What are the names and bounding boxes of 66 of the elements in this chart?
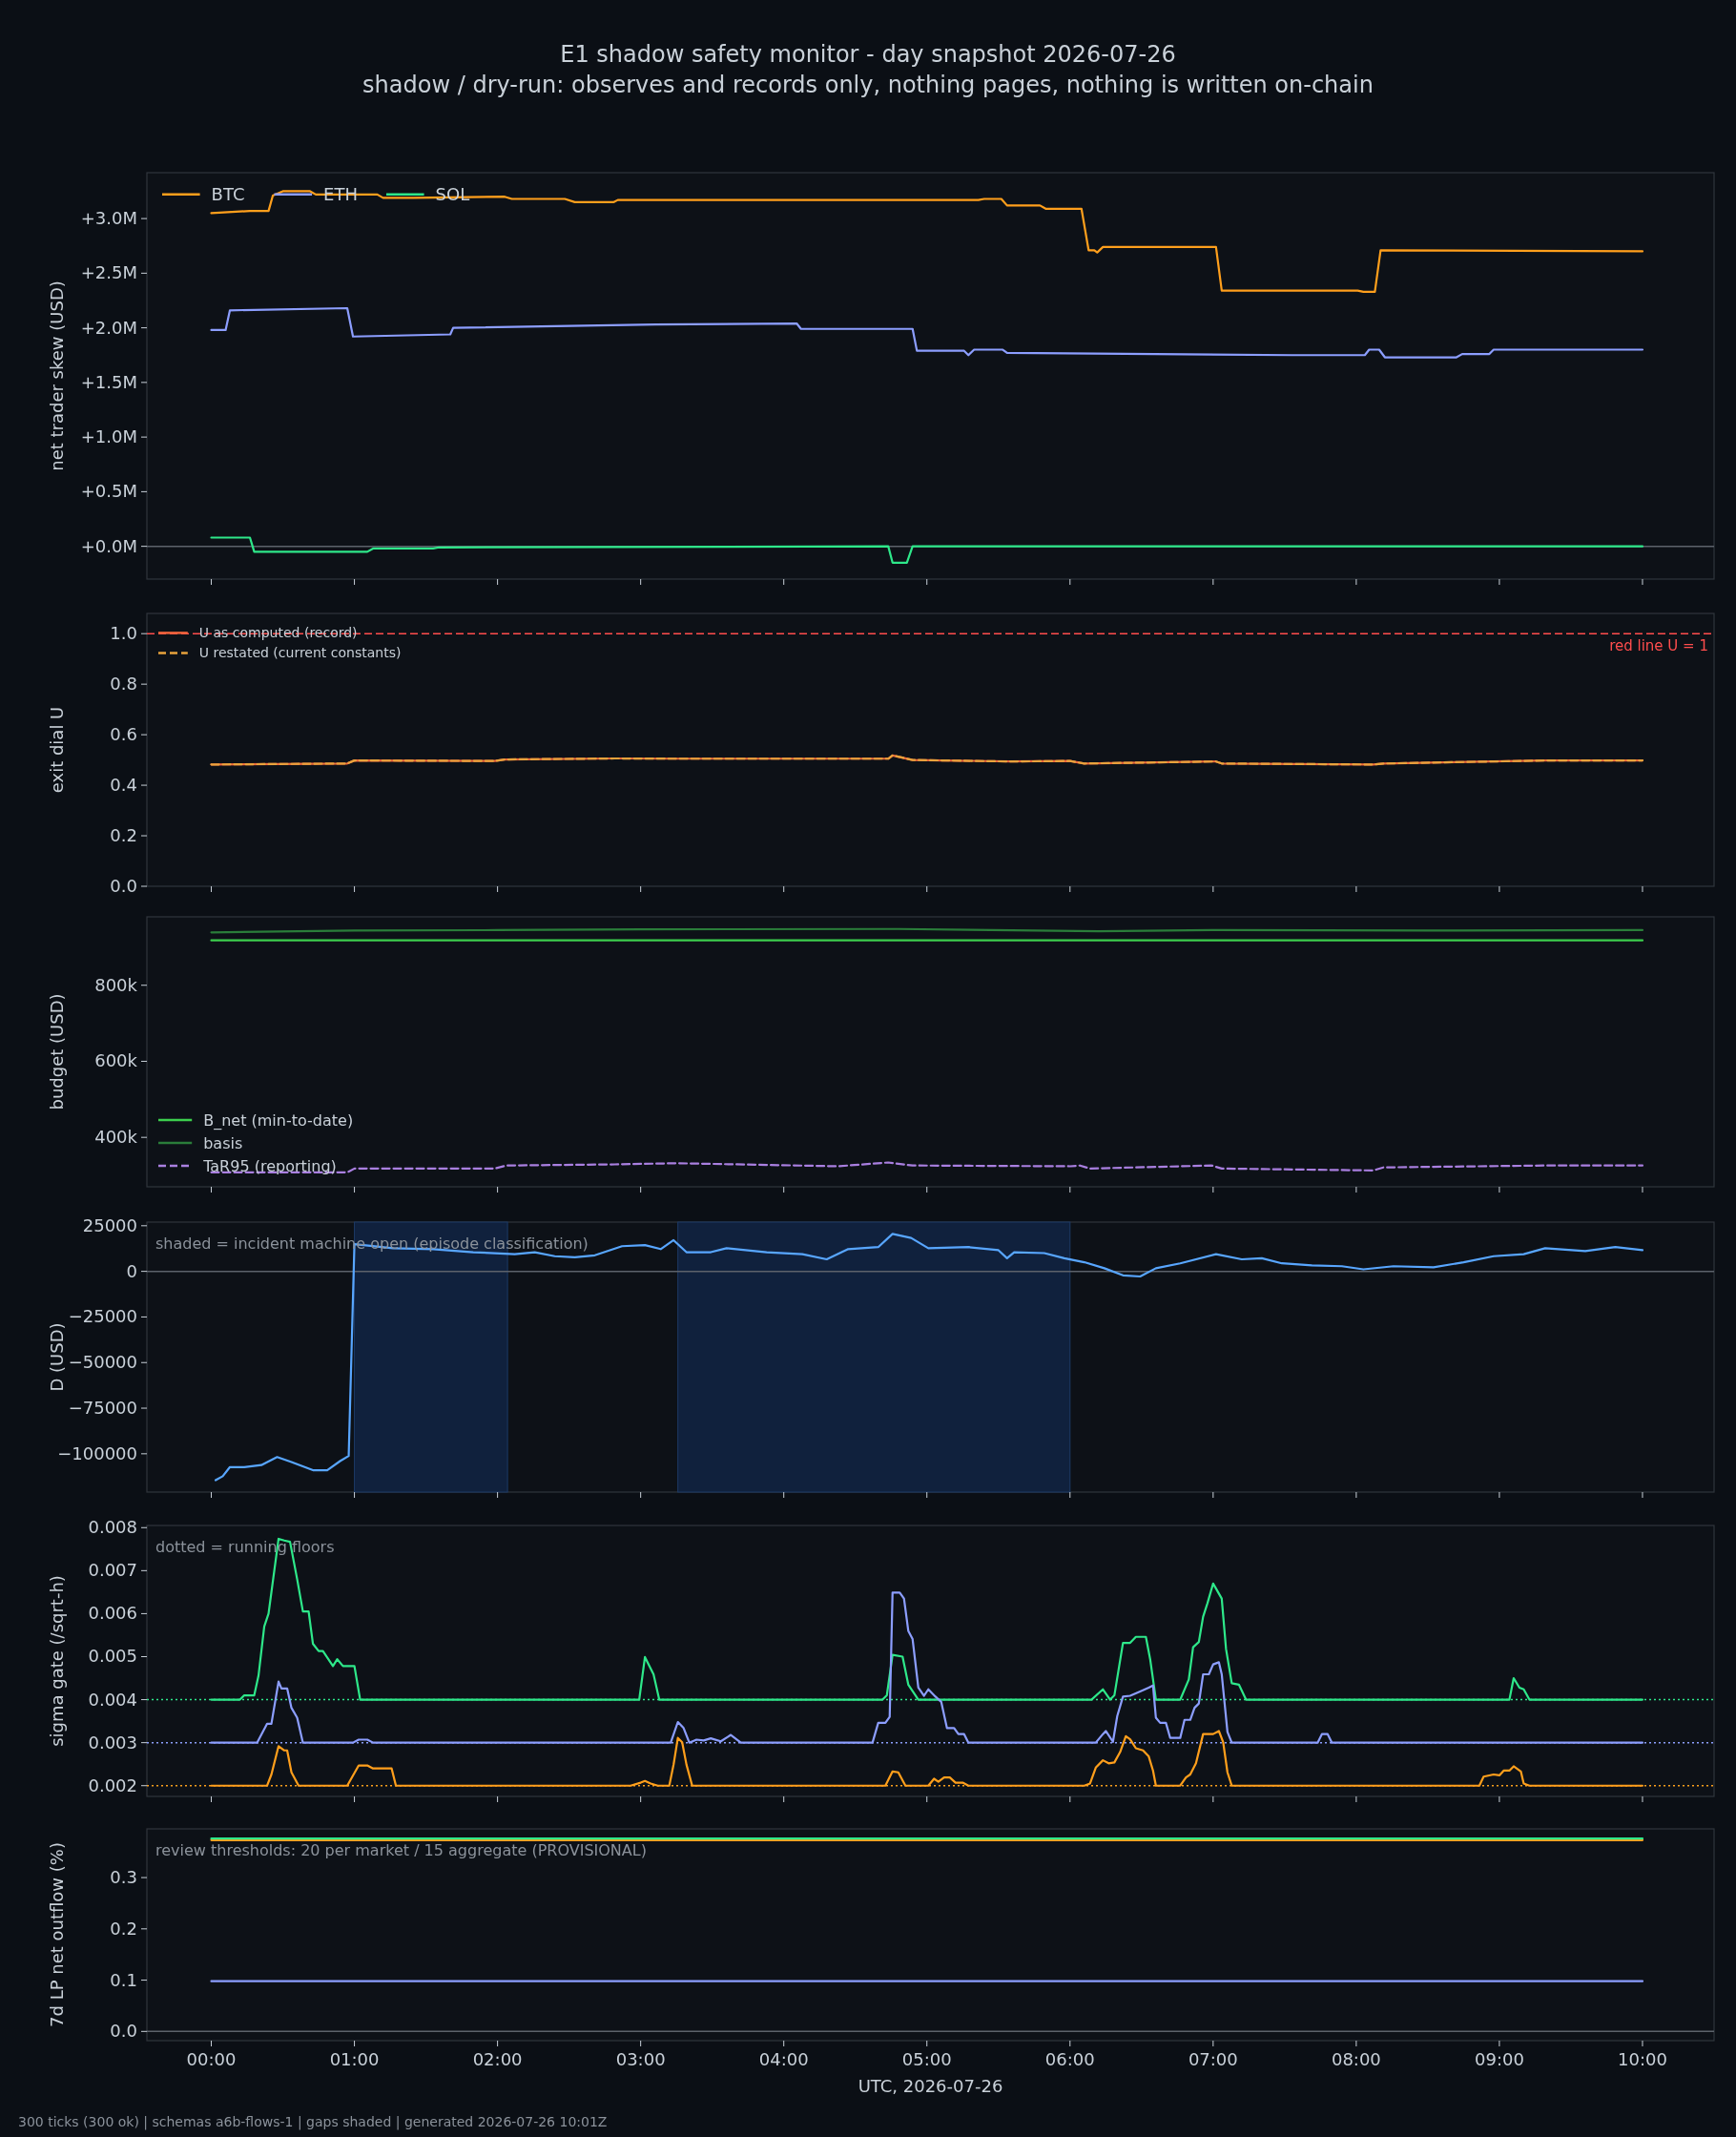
x-tick-label: 10:00 [1618,2049,1667,2069]
y-tick-label: +0.5M [80,481,137,502]
ref-line-label: red line U = 1 [1609,637,1708,655]
legend-label: basis [203,1133,243,1152]
y-tick-label: 0.0 [110,2021,137,2042]
y-tick-label: −75000 [68,1398,137,1419]
y-tick-label: 0 [126,1260,137,1281]
y-tick-label: +2.0M [80,317,137,338]
line-series [214,1233,1644,1482]
y-tick-label: 400k [94,1127,138,1148]
y-tick-label: 0.2 [110,825,137,846]
y-tick-label: 0.002 [88,1774,137,1795]
y-axis-title: 7d LP net outflow (%) [47,1842,67,2027]
y-tick-label: 0.2 [110,1918,137,1939]
y-tick-label: 0.003 [88,1732,137,1753]
y-axis-title: exit dial U [47,706,67,794]
x-tick-label: 04:00 [758,2049,809,2069]
x-tick-label: 00:00 [186,2049,237,2069]
text: 300 ticks (300 ok) | schemas a6b-flows-1 | gaps shaded | generated 2026-07-26 10:01Z [18,2114,608,2130]
y-tick-label: 0.4 [110,775,137,796]
legend-label: TaR95 (reporting) [202,1156,337,1175]
y-tick-label: 25000 [82,1214,137,1235]
y-tick-label: +1.0M [80,426,137,447]
y-tick-label: 0.006 [88,1603,137,1624]
line-series [210,190,1644,293]
chart-title: E1 shadow safety monitor - day snapshot 2026-07-26 [560,41,1176,68]
y-tick-label: +0.0M [80,535,137,556]
y-tick-label: 0.6 [110,724,137,745]
x-tick-label: 09:00 [1474,2049,1524,2069]
legend-label: BTC [211,184,245,205]
x-tick-label: 06:00 [1044,2049,1095,2069]
legend-label: B_net (min-to-date) [203,1110,354,1131]
x-axis-title: UTC, 2026-07-26 [858,2076,1003,2096]
y-tick-label: 0.005 [88,1646,137,1667]
y-tick-label: 0.8 [110,674,137,695]
x-tick-label: 01:00 [329,2049,380,2069]
x-tick-label: 07:00 [1188,2049,1238,2069]
y-axis-title: net trader skew (USD) [47,280,67,471]
x-tick-label: 05:00 [901,2049,952,2069]
y-tick-label: 0.008 [88,1517,137,1538]
annotation: review thresholds: 20 per market / 15 aggregate (PROVISIONAL) [155,1841,647,1859]
line-series [210,754,1644,766]
x-tick-label: 08:00 [1331,2049,1381,2069]
x-tick-label: 03:00 [615,2049,666,2069]
y-axis-title: budget (USD) [47,993,67,1110]
y-tick-label: 1.0 [110,623,137,644]
y-tick-label: 0.0 [110,876,137,896]
chart-subtitle: shadow / dry-run: observes and records only, nothing pages, nothing is written on-chain [362,72,1374,98]
legend-label: U restated (current constants) [198,645,402,661]
y-axis-title: sigma gate (/sqrt-h) [47,1575,67,1747]
line-series [210,306,1644,359]
y-tick-label: 0.1 [110,1969,137,1990]
y-tick-label: −50000 [68,1352,137,1373]
y-tick-label: +1.5M [80,371,137,392]
y-tick-label: −25000 [68,1306,137,1327]
y-tick-label: 0.007 [88,1560,137,1581]
y-tick-label: −100000 [57,1442,137,1463]
y-tick-label: 0.004 [88,1689,137,1710]
y-tick-label: +2.5M [80,262,137,283]
x-tick-label: 02:00 [472,2049,523,2069]
y-tick-label: 0.3 [110,1867,137,1888]
y-tick-label: 800k [94,974,138,995]
y-tick-label: 600k [94,1050,138,1071]
y-tick-label: +3.0M [80,208,137,229]
y-axis-title: D (USD) [47,1322,67,1392]
line-series [210,536,1644,564]
